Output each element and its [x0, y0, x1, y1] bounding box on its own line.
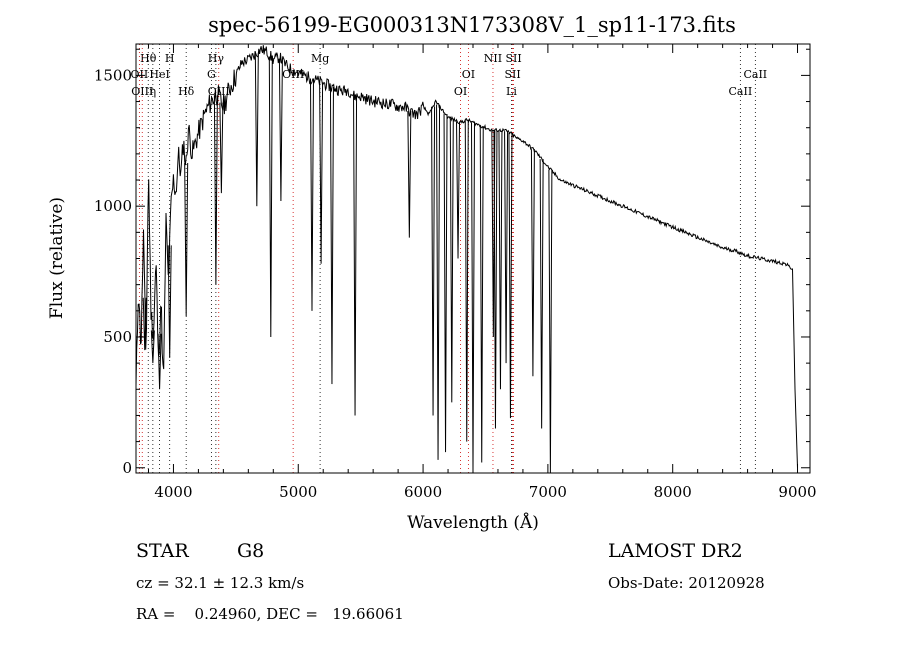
x-tick-label: 6000 — [404, 483, 442, 501]
x-tick-label: 9000 — [778, 483, 816, 501]
absorption-line — [254, 52, 259, 207]
absorption-line — [184, 163, 189, 317]
line-marker-label: OI — [462, 68, 475, 81]
line-marker-label: CaII — [729, 85, 753, 98]
line-marker-label: OII — [131, 68, 149, 81]
absorption-line — [530, 149, 535, 377]
line-marker-label: CaII — [743, 68, 767, 81]
line-marker-label: H — [165, 52, 175, 65]
line-marker-label: SII — [504, 68, 520, 81]
absorption-line — [150, 330, 155, 364]
line-marker-label: NII — [484, 52, 502, 65]
absorption-line — [493, 130, 498, 429]
redshift-value: cz = 32.1 ± 12.3 km/s — [136, 574, 305, 592]
line-marker-label: G — [207, 68, 216, 81]
line-marker-label: HeI — [149, 68, 169, 81]
absorption-line — [443, 114, 448, 453]
absorption-line — [278, 58, 283, 201]
absorption-line — [219, 102, 224, 194]
absorption-line — [329, 86, 334, 385]
absorption-line — [436, 104, 441, 460]
absorption-line — [167, 245, 172, 358]
absorption-line — [213, 95, 218, 285]
absorption-line — [268, 56, 273, 337]
line-marker-label: OI — [454, 85, 467, 98]
line-marker-label: Hγ — [208, 52, 225, 65]
axis-ticks: 4000 5000 6000 7000 8000 9000 0 500 1000 1500 — [94, 44, 817, 501]
absorption-line — [157, 333, 162, 390]
line-marker-label: Li — [506, 85, 517, 98]
absorption-line — [449, 118, 454, 403]
x-tick-label: 8000 — [654, 483, 692, 501]
x-tick-label: 5000 — [279, 483, 317, 501]
plot-frame — [135, 43, 811, 474]
line-marker-label: SII — [505, 52, 521, 65]
y-axis-label: Flux (relative) — [47, 197, 67, 319]
object-subclass: G8 — [237, 540, 265, 562]
absorption-line — [464, 119, 469, 442]
line-marker-label: η — [150, 85, 157, 98]
line-marker-label: OIII — [131, 85, 153, 98]
y-tick-label: 1000 — [94, 197, 132, 215]
y-tick-label: 0 — [122, 459, 132, 477]
absorption-line — [456, 121, 461, 259]
survey-name: LAMOST DR2 — [608, 540, 743, 562]
absorption-lines — [142, 52, 553, 474]
absorption-line — [309, 78, 314, 311]
line-marker-label: OIII — [208, 85, 230, 98]
absorption-line — [353, 96, 358, 416]
absorption-line — [407, 110, 412, 238]
object-class: STAR — [136, 540, 189, 562]
x-tick-label: 7000 — [529, 483, 567, 501]
chart-title: spec-56199-EG000313N173308V_1_sp11-173.f… — [208, 13, 736, 37]
y-tick-label: 1500 — [94, 66, 132, 84]
line-marker-label: Hδ — [178, 85, 195, 98]
absorption-line — [539, 159, 544, 429]
absorption-line — [508, 132, 513, 419]
y-tick-label: 500 — [103, 328, 132, 346]
observation-date: Obs-Date: 20120928 — [608, 574, 765, 592]
absorption-line — [479, 126, 484, 463]
absorption-line — [471, 122, 475, 474]
line-marker-label: Hθ — [140, 52, 157, 65]
x-tick-label: 4000 — [154, 483, 192, 501]
absorption-line — [548, 169, 553, 474]
line-marker-label: Mg — [311, 52, 329, 65]
absorption-line — [142, 297, 147, 351]
x-axis-label: Wavelength (Å) — [407, 512, 539, 533]
absorption-line — [498, 130, 503, 390]
absorption-line — [431, 106, 436, 416]
absorption-line — [504, 131, 509, 364]
coordinates: RA = 0.24960, DEC = 19.66061 — [136, 605, 404, 623]
